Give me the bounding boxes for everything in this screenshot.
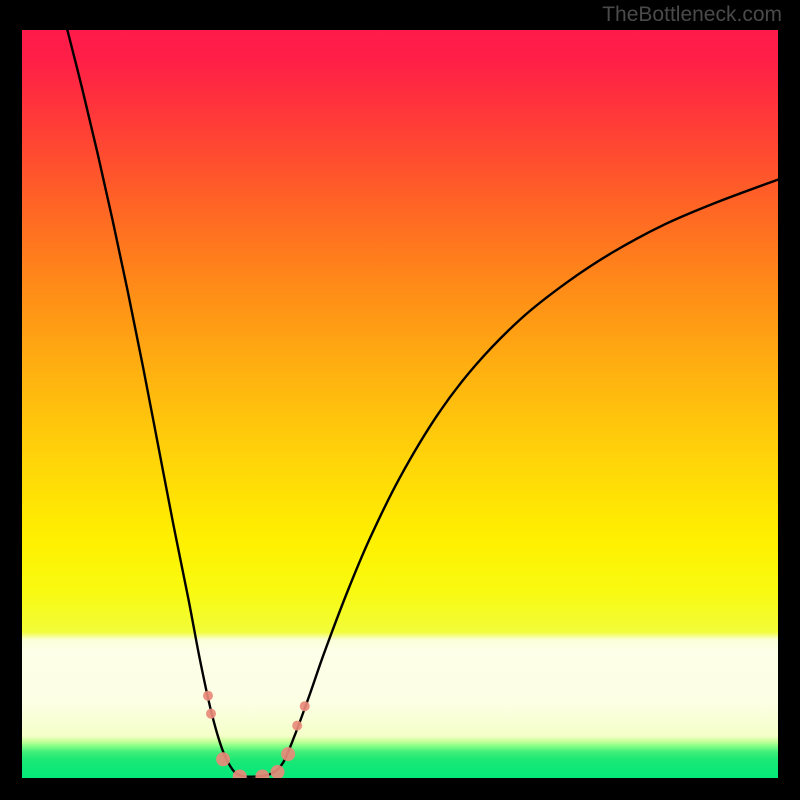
valley-marker xyxy=(281,747,295,761)
valley-marker xyxy=(206,709,216,719)
valley-marker xyxy=(216,752,230,766)
valley-marker xyxy=(203,691,213,701)
plot-area xyxy=(22,30,778,778)
watermark-text: TheBottleneck.com xyxy=(602,3,782,27)
valley-marker xyxy=(300,701,310,711)
chart-frame: TheBottleneck.com xyxy=(0,0,800,800)
gradient-background xyxy=(22,30,778,778)
valley-marker xyxy=(292,721,302,731)
bottleneck-chart xyxy=(22,30,778,778)
